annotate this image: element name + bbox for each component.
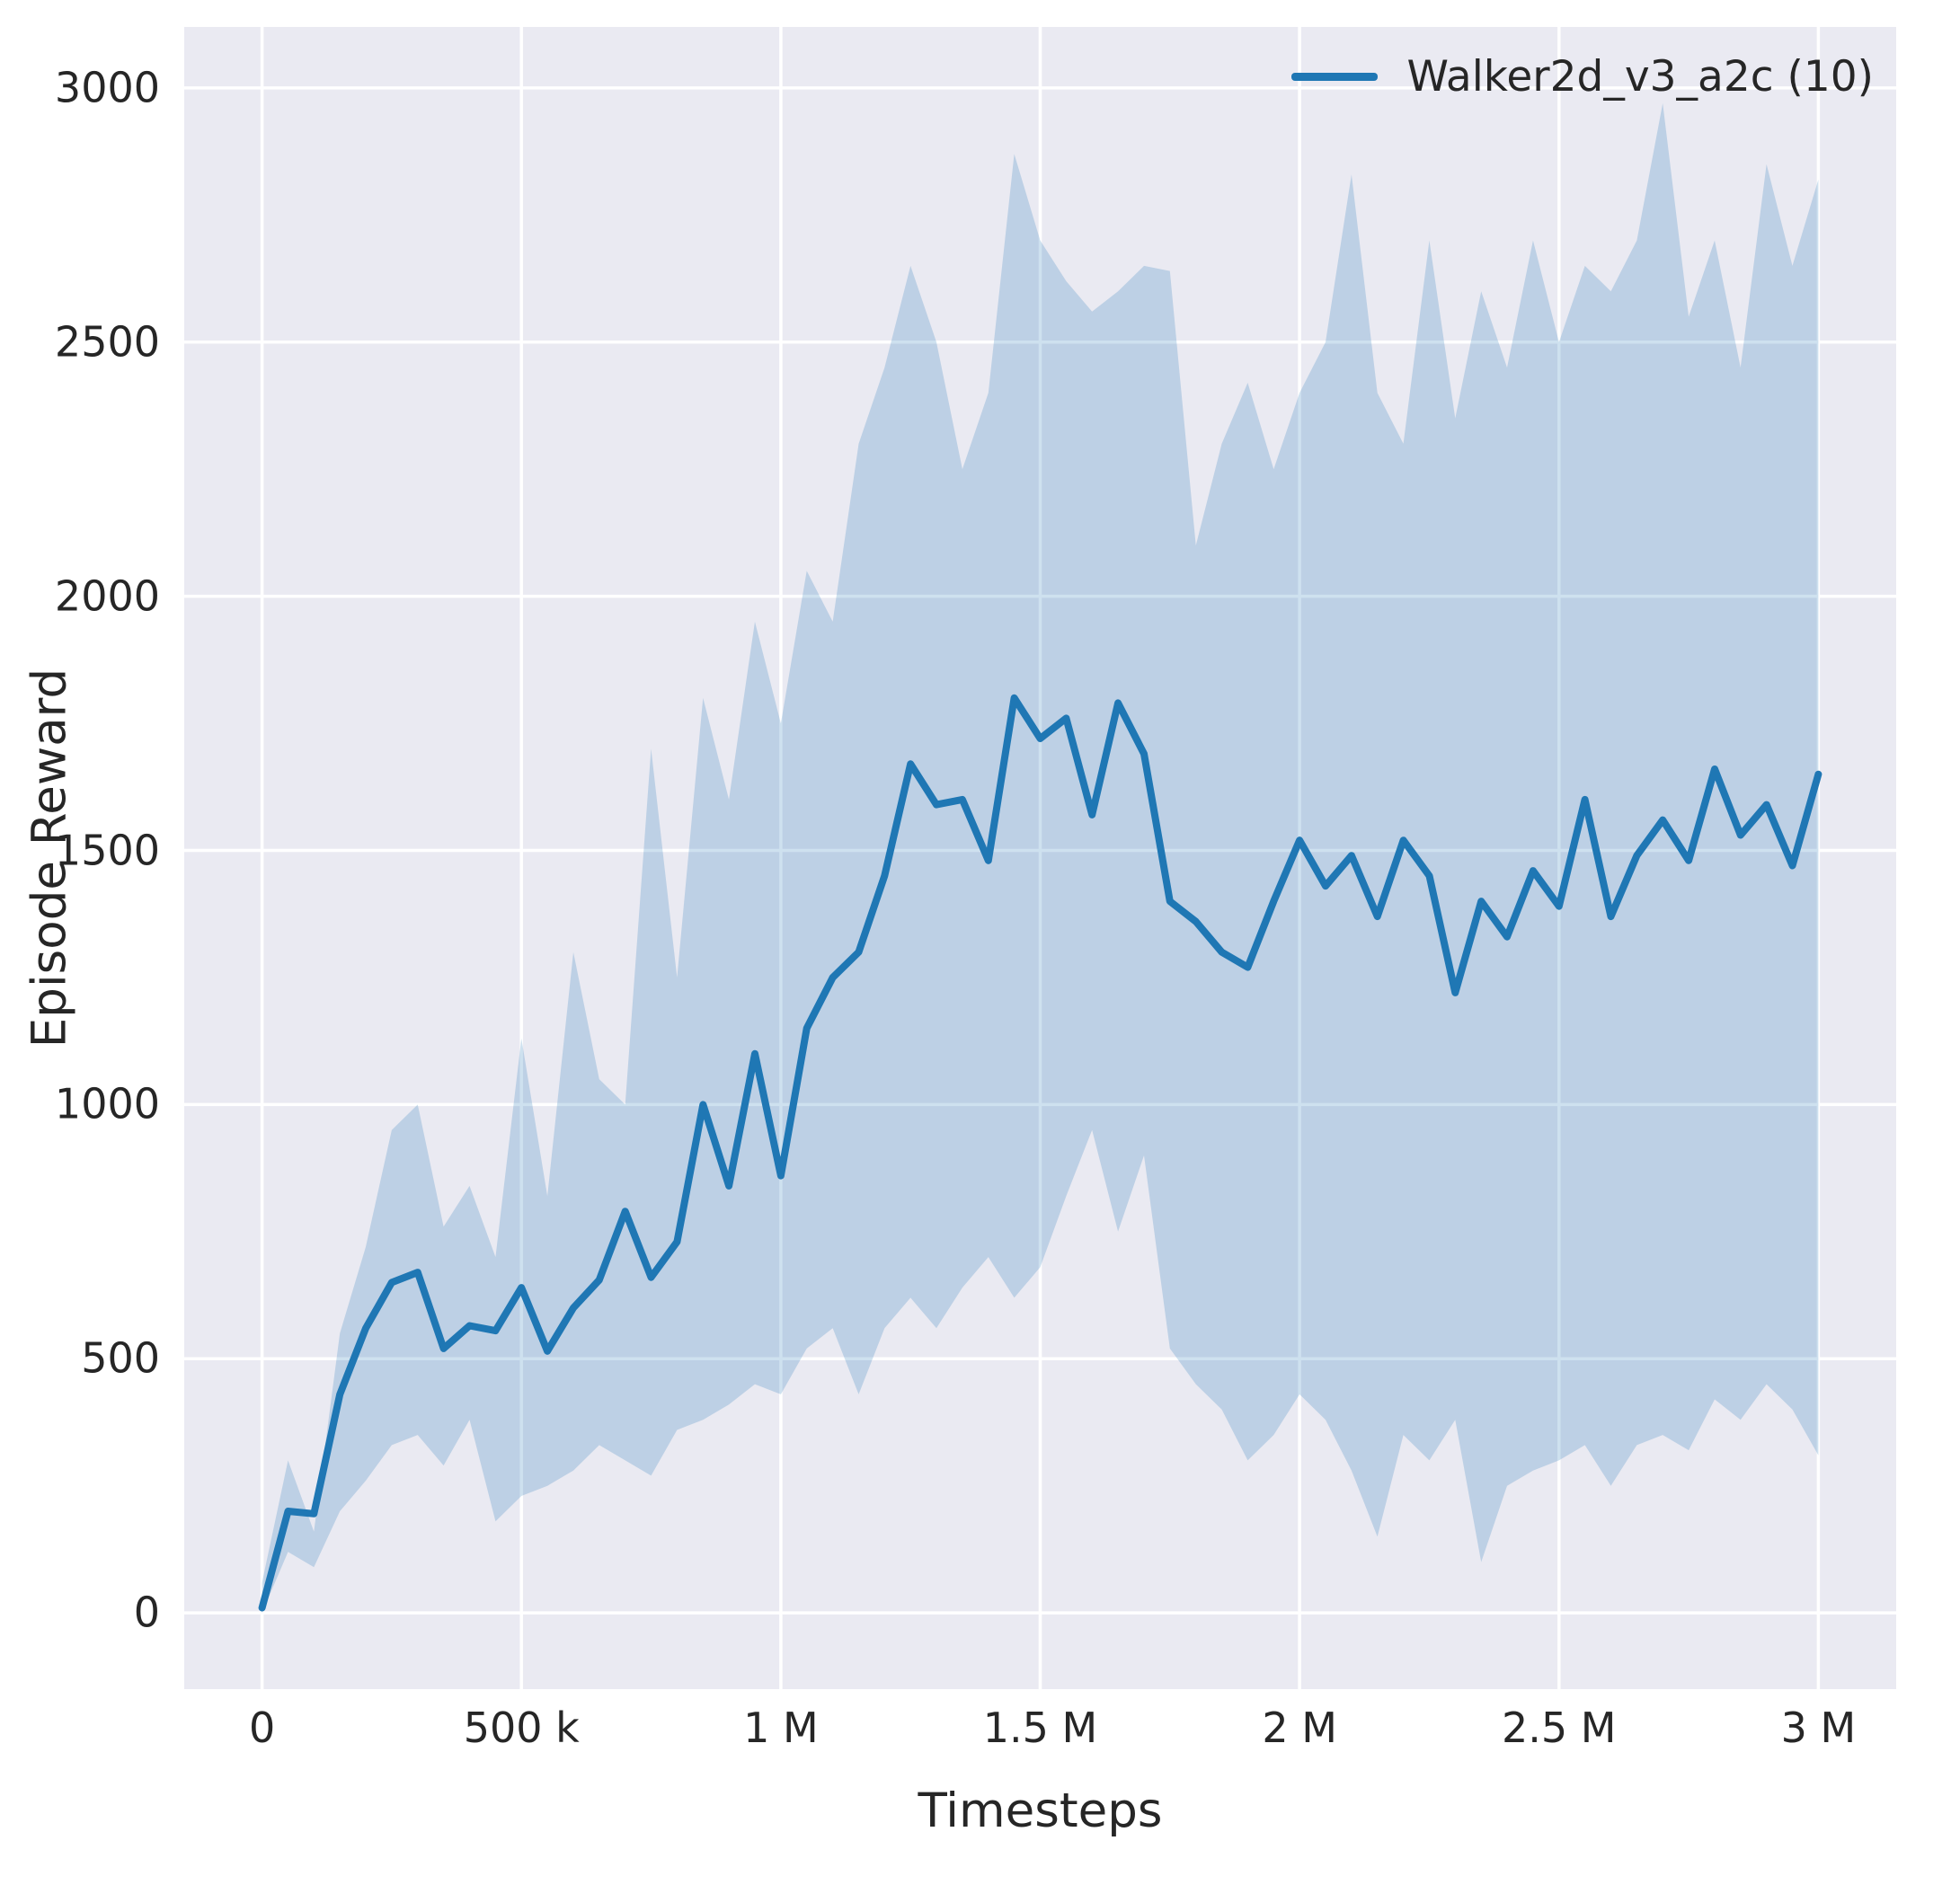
x-tick-label: 2 M (1262, 1704, 1337, 1752)
x-tick-label: 0 (248, 1704, 276, 1752)
x-tick-label: 1 M (743, 1704, 819, 1752)
y-tick-label: 2000 (54, 571, 160, 621)
x-tick-label: 1.5 M (982, 1704, 1098, 1752)
legend: Walker2d_v3_a2c (10) (1291, 52, 1874, 102)
y-tick-label: 2500 (54, 317, 160, 367)
x-tick-label: 3 M (1780, 1704, 1857, 1752)
y-axis-label: Episode Reward (22, 668, 77, 1049)
plot-area: Walker2d_v3_a2c (10) (184, 27, 1896, 1689)
y-tick-label: 1000 (54, 1080, 160, 1129)
y-tick-label: 3000 (54, 63, 160, 112)
legend-label: Walker2d_v3_a2c (10) (1406, 52, 1874, 102)
chart-canvas (184, 27, 1896, 1689)
x-tick-label: 500 k (463, 1704, 580, 1752)
x-tick-label: 2.5 M (1502, 1704, 1617, 1752)
y-tick-label: 1500 (54, 826, 160, 875)
y-tick-label: 500 (81, 1333, 160, 1383)
legend-line-swatch (1291, 73, 1379, 81)
y-tick-label: 0 (133, 1588, 160, 1637)
x-axis-label: Timesteps (918, 1783, 1163, 1838)
